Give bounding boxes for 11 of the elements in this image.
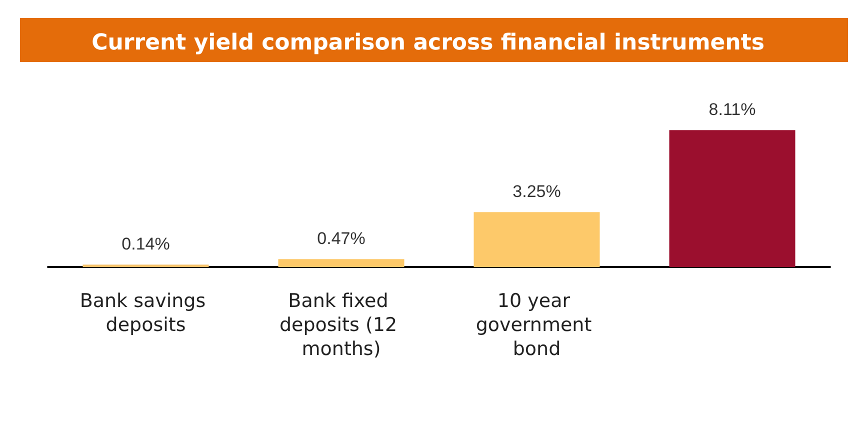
bar xyxy=(669,130,796,267)
x-tick-label: 10 year government bond xyxy=(476,290,598,360)
x-tick-label: Bank fixed deposits (12 months) xyxy=(279,290,404,360)
bar xyxy=(278,259,404,267)
data-label: 0.47% xyxy=(317,229,366,248)
x-tick-label: Bank savings deposits xyxy=(80,290,212,336)
data-label: 3.25% xyxy=(512,182,561,202)
data-label: 8.11% xyxy=(708,100,756,120)
data-label: 0.14% xyxy=(122,234,170,254)
bar xyxy=(474,212,600,267)
chart-title: Current yield comparison across financial instruments xyxy=(92,30,764,56)
